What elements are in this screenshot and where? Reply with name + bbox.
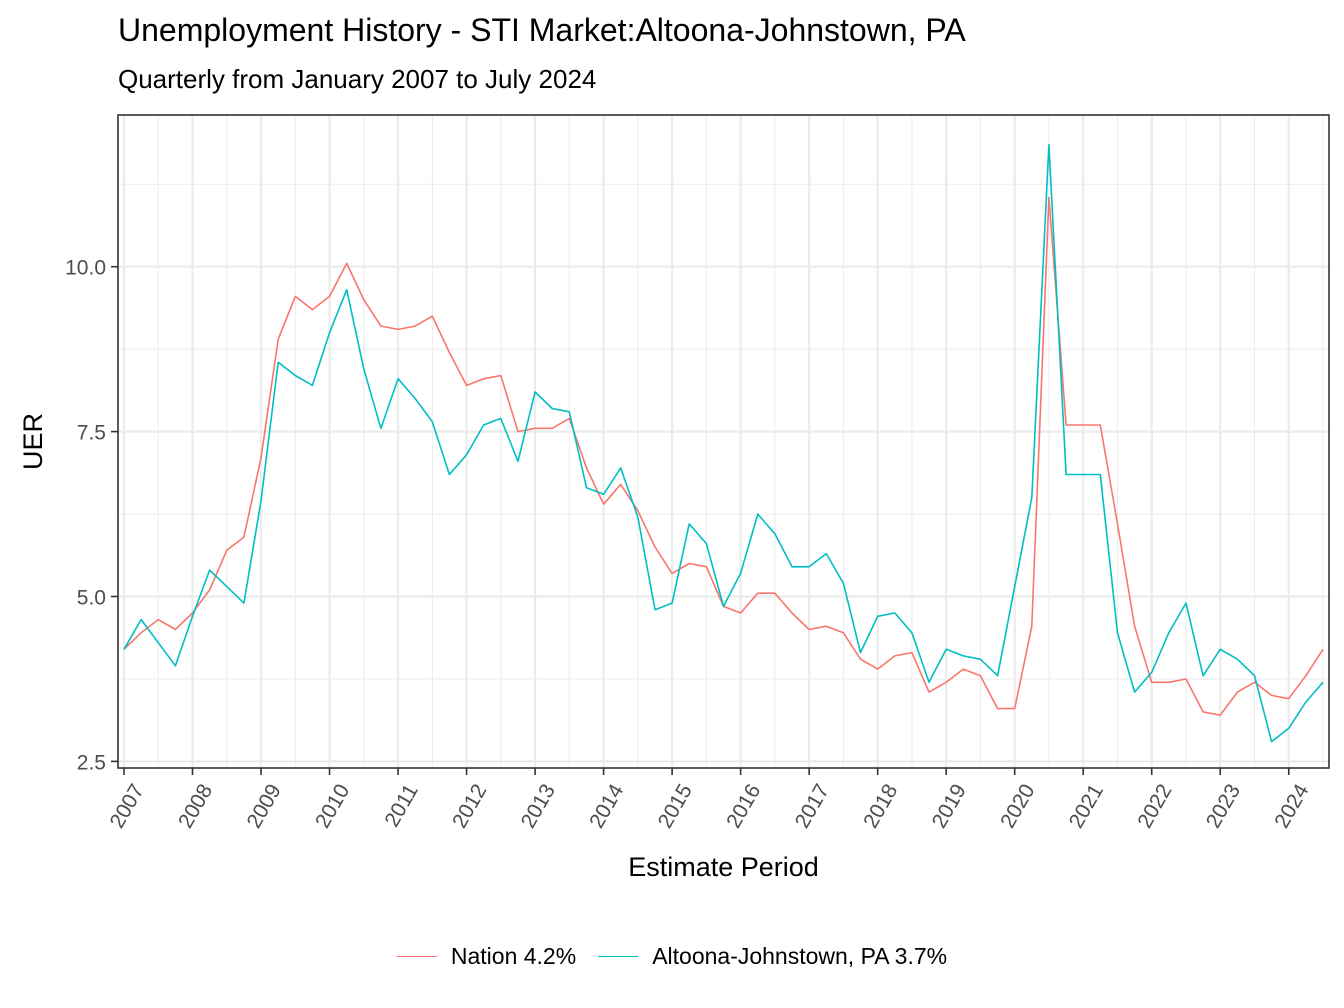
legend-item-altoona-johnstown: Altoona-Johnstown, PA 3.7% bbox=[598, 943, 947, 970]
x-axis-label: Estimate Period bbox=[628, 852, 819, 882]
x-tick-label: 2023 bbox=[1202, 780, 1245, 832]
series-line-altoona-johnstown bbox=[123, 143, 1324, 743]
legend-label-altoona-johnstown: Altoona-Johnstown, PA 3.7% bbox=[652, 942, 948, 969]
x-tick-label: 2011 bbox=[380, 780, 423, 831]
x-tick-label: 2024 bbox=[1270, 780, 1313, 832]
x-tick-label: 2008 bbox=[174, 780, 217, 832]
x-tick-label: 2007 bbox=[106, 780, 149, 832]
x-tick-label: 2020 bbox=[996, 780, 1039, 832]
chart-subtitle: Quarterly from January 2007 to July 2024 bbox=[118, 64, 597, 94]
y-tick-label: 10.0 bbox=[65, 257, 106, 280]
legend: Nation 4.2% Altoona-Johnstown, PA 3.7% bbox=[0, 936, 1344, 976]
x-tick-label: 2013 bbox=[517, 780, 560, 832]
x-tick-label: 2022 bbox=[1133, 780, 1176, 832]
series-lines bbox=[123, 143, 1324, 743]
x-tick-label: 2021 bbox=[1065, 780, 1108, 832]
y-tick-label: 5.0 bbox=[77, 587, 106, 610]
major-gridlines bbox=[118, 115, 1329, 768]
line-chart: 2.55.07.510.0 2007 2008 2009 2010 2011 2012 20… bbox=[18, 114, 1330, 882]
x-tick-label: 2012 bbox=[448, 780, 491, 832]
x-tick-label: 2017 bbox=[791, 780, 834, 832]
x-tick-label: 2014 bbox=[585, 780, 628, 832]
series-line-nation bbox=[123, 196, 1324, 717]
x-tick-label: 2018 bbox=[859, 780, 902, 832]
chart-title: Unemployment History - STI Market:Altoon… bbox=[118, 12, 966, 48]
y-axis: 2.5 5.0 7.5 10.0 bbox=[65, 257, 118, 774]
panel-border bbox=[117, 114, 1330, 769]
x-tick-label: 2009 bbox=[243, 780, 286, 832]
x-tick-label: 2010 bbox=[311, 780, 354, 832]
x-axis: 2007 2008 2009 2010 2011 2012 2013 2014 2015 2016… bbox=[106, 768, 1314, 832]
legend-key-nation bbox=[396, 955, 437, 957]
x-tick-label: 2016 bbox=[722, 780, 765, 832]
legend-key-altoona-johnstown bbox=[598, 955, 639, 957]
y-tick-label: 2.5 bbox=[77, 751, 106, 774]
legend-item-nation: Nation 4.2% bbox=[396, 942, 577, 970]
y-tick-label: 7.5 bbox=[77, 422, 106, 445]
x-tick-label: 2019 bbox=[928, 780, 971, 832]
legend-label-nation: Nation 4.2% bbox=[450, 942, 577, 969]
y-axis-label: UER bbox=[18, 413, 48, 470]
x-tick-label: 2015 bbox=[654, 780, 697, 832]
